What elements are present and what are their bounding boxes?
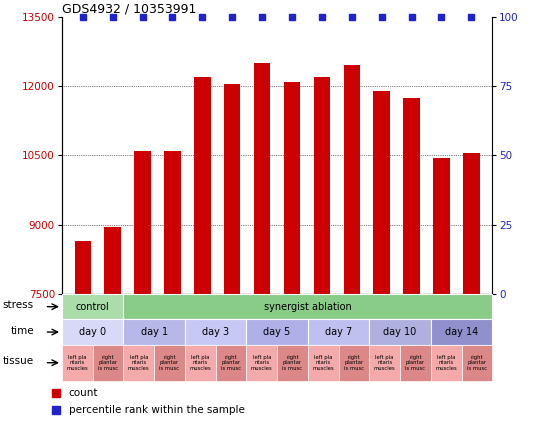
Bar (433, 158, 450, 423)
Bar (185, 345, 216, 381)
Bar (75, 241, 91, 423)
Bar (123, 345, 154, 381)
Text: right
plantar
is musc: right plantar is musc (98, 355, 118, 371)
Bar (194, 77, 210, 423)
Bar (246, 319, 308, 345)
Bar (277, 345, 308, 381)
Text: GDS4932 / 10353991: GDS4932 / 10353991 (62, 3, 196, 16)
Bar (462, 345, 492, 381)
Text: day 5: day 5 (264, 327, 291, 337)
Text: day 10: day 10 (384, 327, 416, 337)
Text: left pla
ntaris
muscles: left pla ntaris muscles (66, 355, 88, 371)
Bar (62, 345, 93, 381)
Bar (373, 91, 390, 423)
Text: control: control (76, 302, 110, 312)
Text: right
plantar
is musc: right plantar is musc (221, 355, 241, 371)
Text: synergist ablation: synergist ablation (264, 302, 352, 312)
Bar (134, 151, 151, 423)
Bar (431, 345, 462, 381)
Text: right
plantar
is musc: right plantar is musc (467, 355, 487, 371)
Text: day 7: day 7 (325, 327, 352, 337)
Bar (154, 345, 185, 381)
Bar (463, 153, 479, 423)
Bar (62, 294, 123, 319)
Text: day 1: day 1 (140, 327, 168, 337)
Bar (164, 151, 181, 423)
Text: count: count (69, 388, 98, 398)
Text: day 3: day 3 (202, 327, 229, 337)
Text: day 14: day 14 (445, 327, 478, 337)
Text: left pla
ntaris
muscles: left pla ntaris muscles (313, 355, 334, 371)
Text: left pla
ntaris
muscles: left pla ntaris muscles (189, 355, 211, 371)
Text: right
plantar
is musc: right plantar is musc (159, 355, 180, 371)
Text: left pla
ntaris
muscles: left pla ntaris muscles (251, 355, 273, 371)
Text: left pla
ntaris
muscles: left pla ntaris muscles (435, 355, 457, 371)
Text: left pla
ntaris
muscles: left pla ntaris muscles (128, 355, 150, 371)
Text: time: time (10, 326, 34, 336)
Bar (404, 98, 420, 423)
Text: left pla
ntaris
muscles: left pla ntaris muscles (374, 355, 395, 371)
Text: percentile rank within the sample: percentile rank within the sample (69, 405, 245, 415)
Bar (185, 319, 246, 345)
Bar (284, 82, 300, 423)
Bar (254, 63, 271, 423)
Bar (369, 319, 431, 345)
Text: stress: stress (3, 300, 34, 310)
Bar (246, 345, 277, 381)
Bar (93, 345, 123, 381)
Text: right
plantar
is musc: right plantar is musc (282, 355, 302, 371)
Bar (62, 319, 123, 345)
Bar (308, 319, 369, 345)
Bar (369, 345, 400, 381)
Bar (216, 345, 246, 381)
Bar (338, 345, 369, 381)
Bar (308, 345, 338, 381)
Text: day 0: day 0 (79, 327, 106, 337)
Text: right
plantar
is musc: right plantar is musc (344, 355, 364, 371)
Bar (123, 319, 185, 345)
Bar (104, 227, 121, 423)
Bar (123, 294, 492, 319)
Bar (431, 319, 492, 345)
Text: right
plantar
is musc: right plantar is musc (405, 355, 426, 371)
Bar (314, 77, 330, 423)
Bar (344, 66, 360, 423)
Bar (400, 345, 431, 381)
Text: tissue: tissue (3, 356, 34, 366)
Bar (224, 84, 240, 423)
